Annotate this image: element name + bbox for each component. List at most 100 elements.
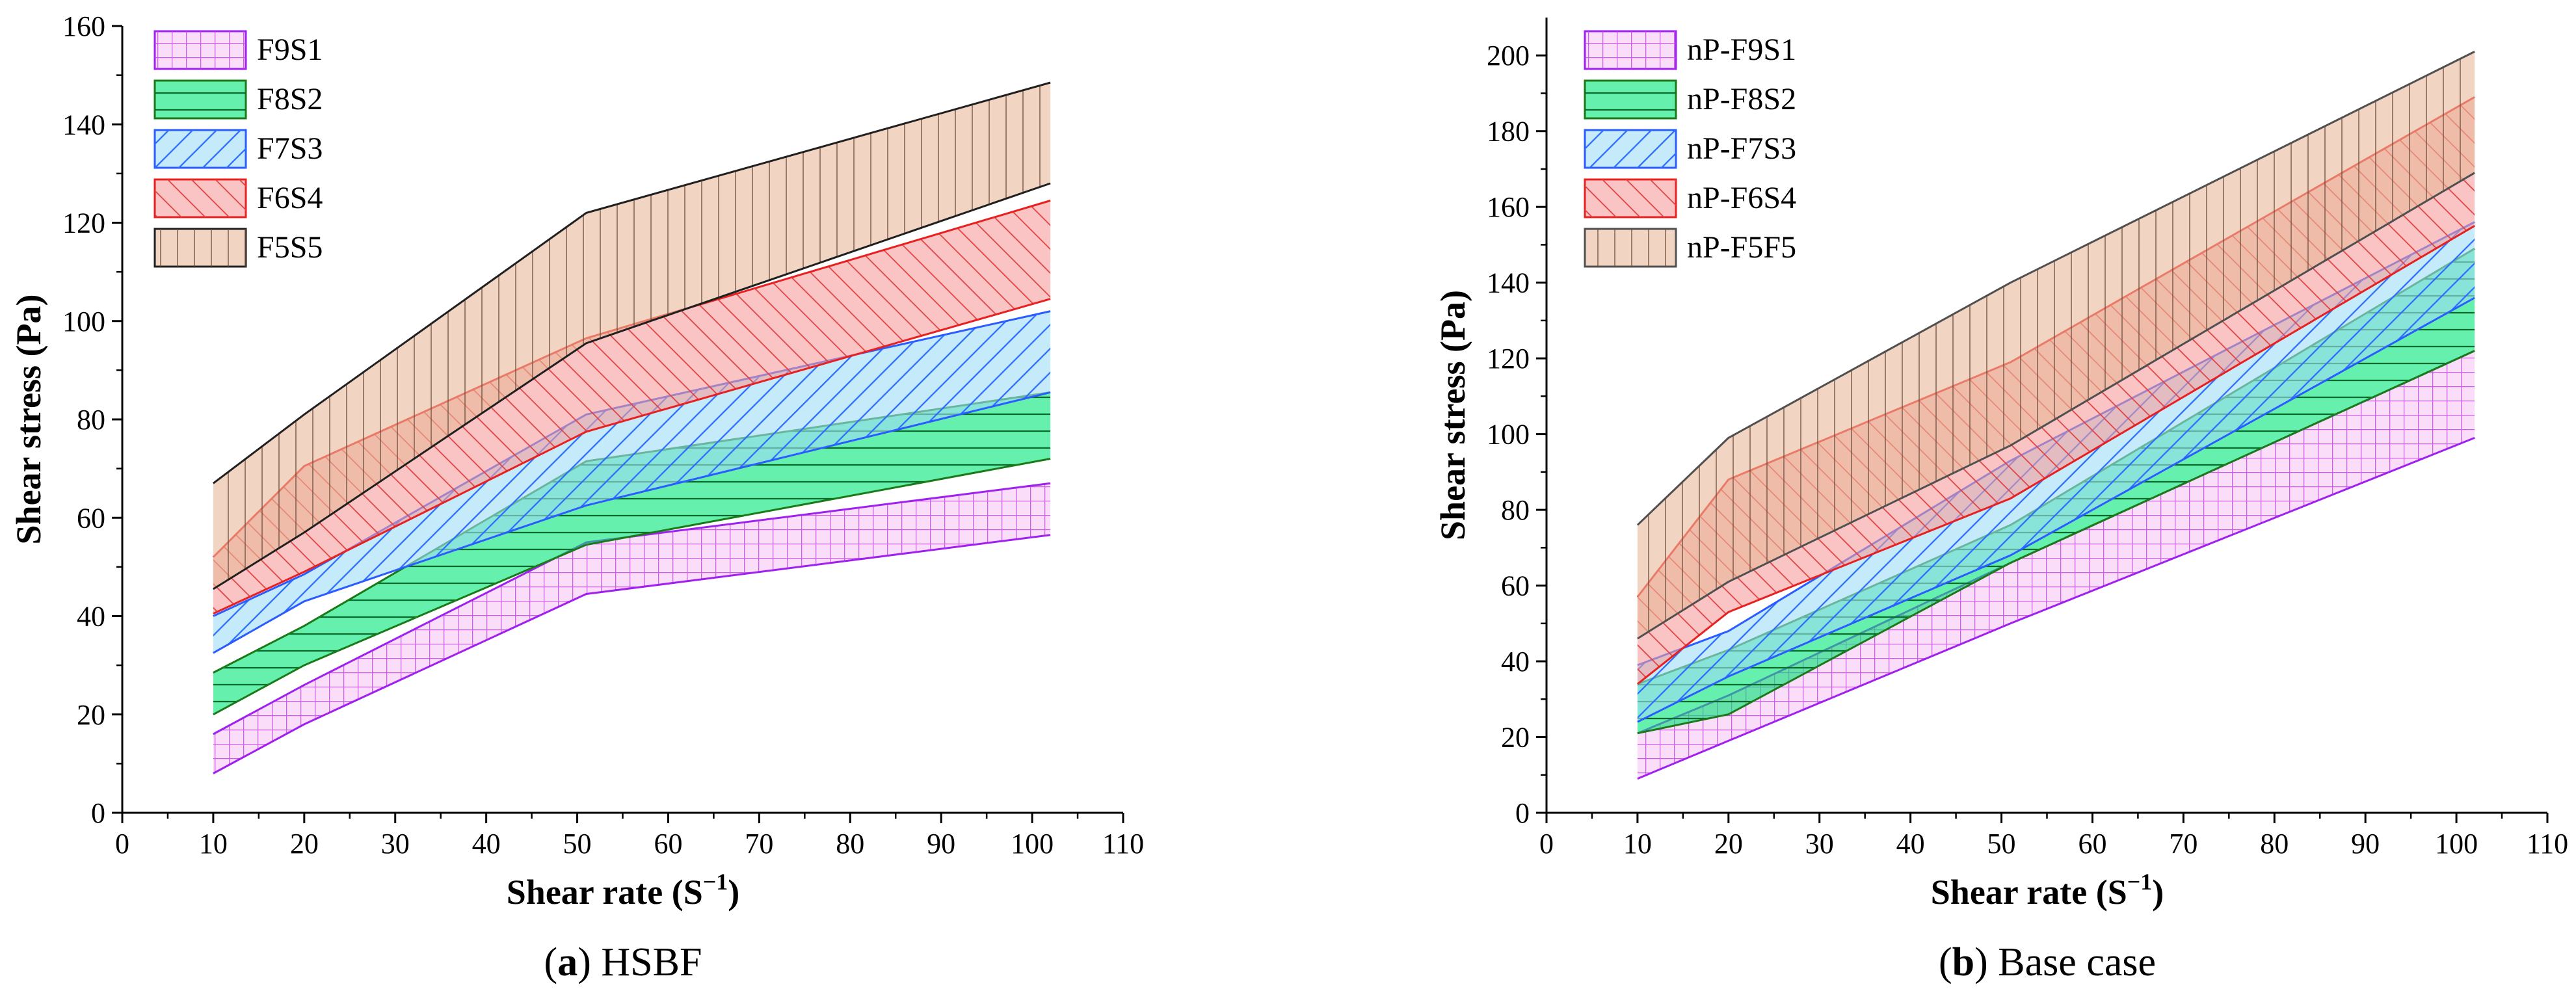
lower-boundary-line [213, 458, 1051, 716]
caption-paren-open: ( [544, 940, 558, 984]
y-tick-label: 120 [1487, 343, 1530, 375]
y-tick-label: 160 [62, 10, 105, 42]
legend-swatch-hatch [1585, 179, 1676, 217]
axes: 0 10 20 30 40 50 60 70 80 90 100 110 0 20 40 60 80 100 120… [62, 10, 1144, 860]
upper-boundary-line [212, 81, 1051, 484]
legend: F9S1 F8S2 F7S3 F6S4 F5S5 [153, 30, 323, 268]
x-axis-label-text: Shear rate (S [1931, 873, 2127, 912]
panel-caption: (a) HSBF [544, 940, 702, 984]
x-axis-label: Shear rate (S−1) [1931, 869, 2164, 912]
x-tick-label: 60 [2078, 828, 2106, 860]
caption-paren-close: ) [1974, 940, 1998, 984]
caption-letter: a [557, 940, 578, 984]
legend-item-f7s3: F7S3 [153, 129, 323, 169]
x-tick-label: 80 [2260, 828, 2289, 860]
area-hatch [213, 392, 1051, 715]
x-axis-label-superscript: −1 [2127, 869, 2153, 895]
axes: 0 10 20 30 40 50 60 70 80 90 100 110 0 20 40 60 80 100 120… [1487, 18, 2568, 860]
y-axis-label: Shear stress (Pa) [9, 295, 48, 545]
caption-letter: b [1952, 940, 1974, 984]
x-axis-label-text: Shear rate (S [507, 873, 703, 912]
legend-swatch-hatch [1585, 229, 1676, 267]
x-tick-label: 60 [654, 828, 682, 860]
x-axis-label: Shear rate (S−1) [507, 869, 739, 912]
legend-label: nP-F9S1 [1687, 33, 1796, 67]
x-tick-label: 10 [199, 828, 228, 860]
lower-boundary-line [1637, 297, 2475, 723]
lower-boundary-line [1636, 225, 2475, 685]
x-tick-label: 40 [472, 828, 501, 860]
y-tick-label: 100 [1487, 419, 1530, 451]
x-tick-label: 30 [381, 828, 410, 860]
lower-boundary-line [213, 298, 1051, 615]
x-tick-label: 70 [2169, 828, 2198, 860]
x-tick-label: 20 [1714, 828, 1743, 860]
legend-item-np-f8s2: nP-F8S2 [1584, 79, 1796, 120]
area-hatch [213, 83, 1051, 589]
y-tick-label: 0 [91, 797, 105, 829]
x-tick-label: 90 [2351, 828, 2380, 860]
legend-swatch-hatch [155, 81, 246, 118]
legend-label: nP-F6S4 [1687, 181, 1796, 215]
y-tick-label: 200 [1487, 40, 1530, 72]
lower-boundary-line [1637, 437, 2475, 780]
x-tick-label: 110 [2527, 828, 2568, 860]
y-tick-label: 140 [1487, 267, 1530, 299]
x-tick-label: 80 [836, 828, 864, 860]
y-tick-label: 180 [1487, 116, 1530, 148]
legend-label: F8S2 [257, 82, 323, 116]
x-axis-label-close: ) [2152, 873, 2164, 912]
y-tick-label: 20 [1501, 722, 1530, 754]
y-tick-label: 60 [1501, 570, 1530, 602]
legend-label: nP-F8S2 [1687, 82, 1796, 116]
x-tick-label: 70 [745, 828, 773, 860]
caption-text: Base case [1998, 940, 2156, 984]
legend-swatch-hatch [1585, 130, 1676, 168]
upper-boundary-line [213, 482, 1051, 735]
x-axis-label-superscript: −1 [703, 869, 728, 895]
upper-boundary-line [1636, 51, 2475, 526]
legend-item-np-f5f5: nP-F5F5 [1584, 228, 1796, 268]
y-axis-label: Shear stress (Pa) [1433, 290, 1472, 540]
panel-b-base-case: 0 10 20 30 40 50 60 70 80 90 100 110 0 20 40 60 80 100 120… [1433, 18, 2568, 984]
lower-boundary-line [213, 534, 1051, 774]
x-tick-label: 100 [2435, 828, 2478, 860]
y-tick-label: 40 [1501, 646, 1530, 678]
x-axis-label-close: ) [728, 873, 739, 912]
x-tick-label: 10 [1623, 828, 1652, 860]
x-tick-label: 110 [1102, 828, 1144, 860]
panel-a-hsbf: 0 10 20 30 40 50 60 70 80 90 100 110 0 20 40 60 80 100 120… [9, 10, 1144, 984]
y-tick-label: 0 [1515, 797, 1530, 829]
legend: nP-F9S1 nP-F8S2 nP-F7S3 nP-F6S4 nP-F5F5 [1584, 30, 1796, 268]
y-tick-label: 80 [1501, 494, 1530, 526]
caption-paren-open: ( [1939, 940, 1952, 984]
y-tick-label: 100 [62, 306, 105, 337]
x-tick-label: 0 [115, 828, 129, 860]
x-tick-label: 50 [563, 828, 592, 860]
series-f5s5 [212, 81, 1051, 590]
lower-boundary-line [213, 182, 1051, 590]
legend-label: F7S3 [257, 131, 323, 166]
legend-label: F6S4 [257, 181, 323, 215]
x-tick-label: 100 [1011, 828, 1054, 860]
x-tick-label: 90 [927, 828, 955, 860]
x-tick-label: 40 [1896, 828, 1925, 860]
legend-item-np-f9s1: nP-F9S1 [1584, 30, 1796, 70]
y-tick-label: 160 [1487, 191, 1530, 223]
legend-item-f6s4: F6S4 [153, 178, 323, 218]
legend-swatch-hatch [1585, 81, 1676, 118]
legend-label: nP-F7S3 [1687, 131, 1796, 166]
panel-caption: (b) Base case [1939, 940, 2156, 984]
legend-item-f8s2: F8S2 [153, 79, 323, 120]
legend-swatch-hatch [155, 31, 246, 69]
legend-swatch-hatch [155, 179, 246, 217]
y-tick-label: 80 [77, 404, 105, 436]
legend-item-np-f7s3: nP-F7S3 [1584, 129, 1796, 169]
y-tick-label: 60 [77, 502, 105, 534]
area-hatch [213, 483, 1051, 774]
legend-label: F5S5 [257, 230, 323, 265]
legend-label: F9S1 [257, 33, 323, 67]
x-tick-label: 20 [290, 828, 319, 860]
legend-swatch-hatch [155, 229, 246, 267]
lower-boundary-line [1637, 350, 2475, 735]
